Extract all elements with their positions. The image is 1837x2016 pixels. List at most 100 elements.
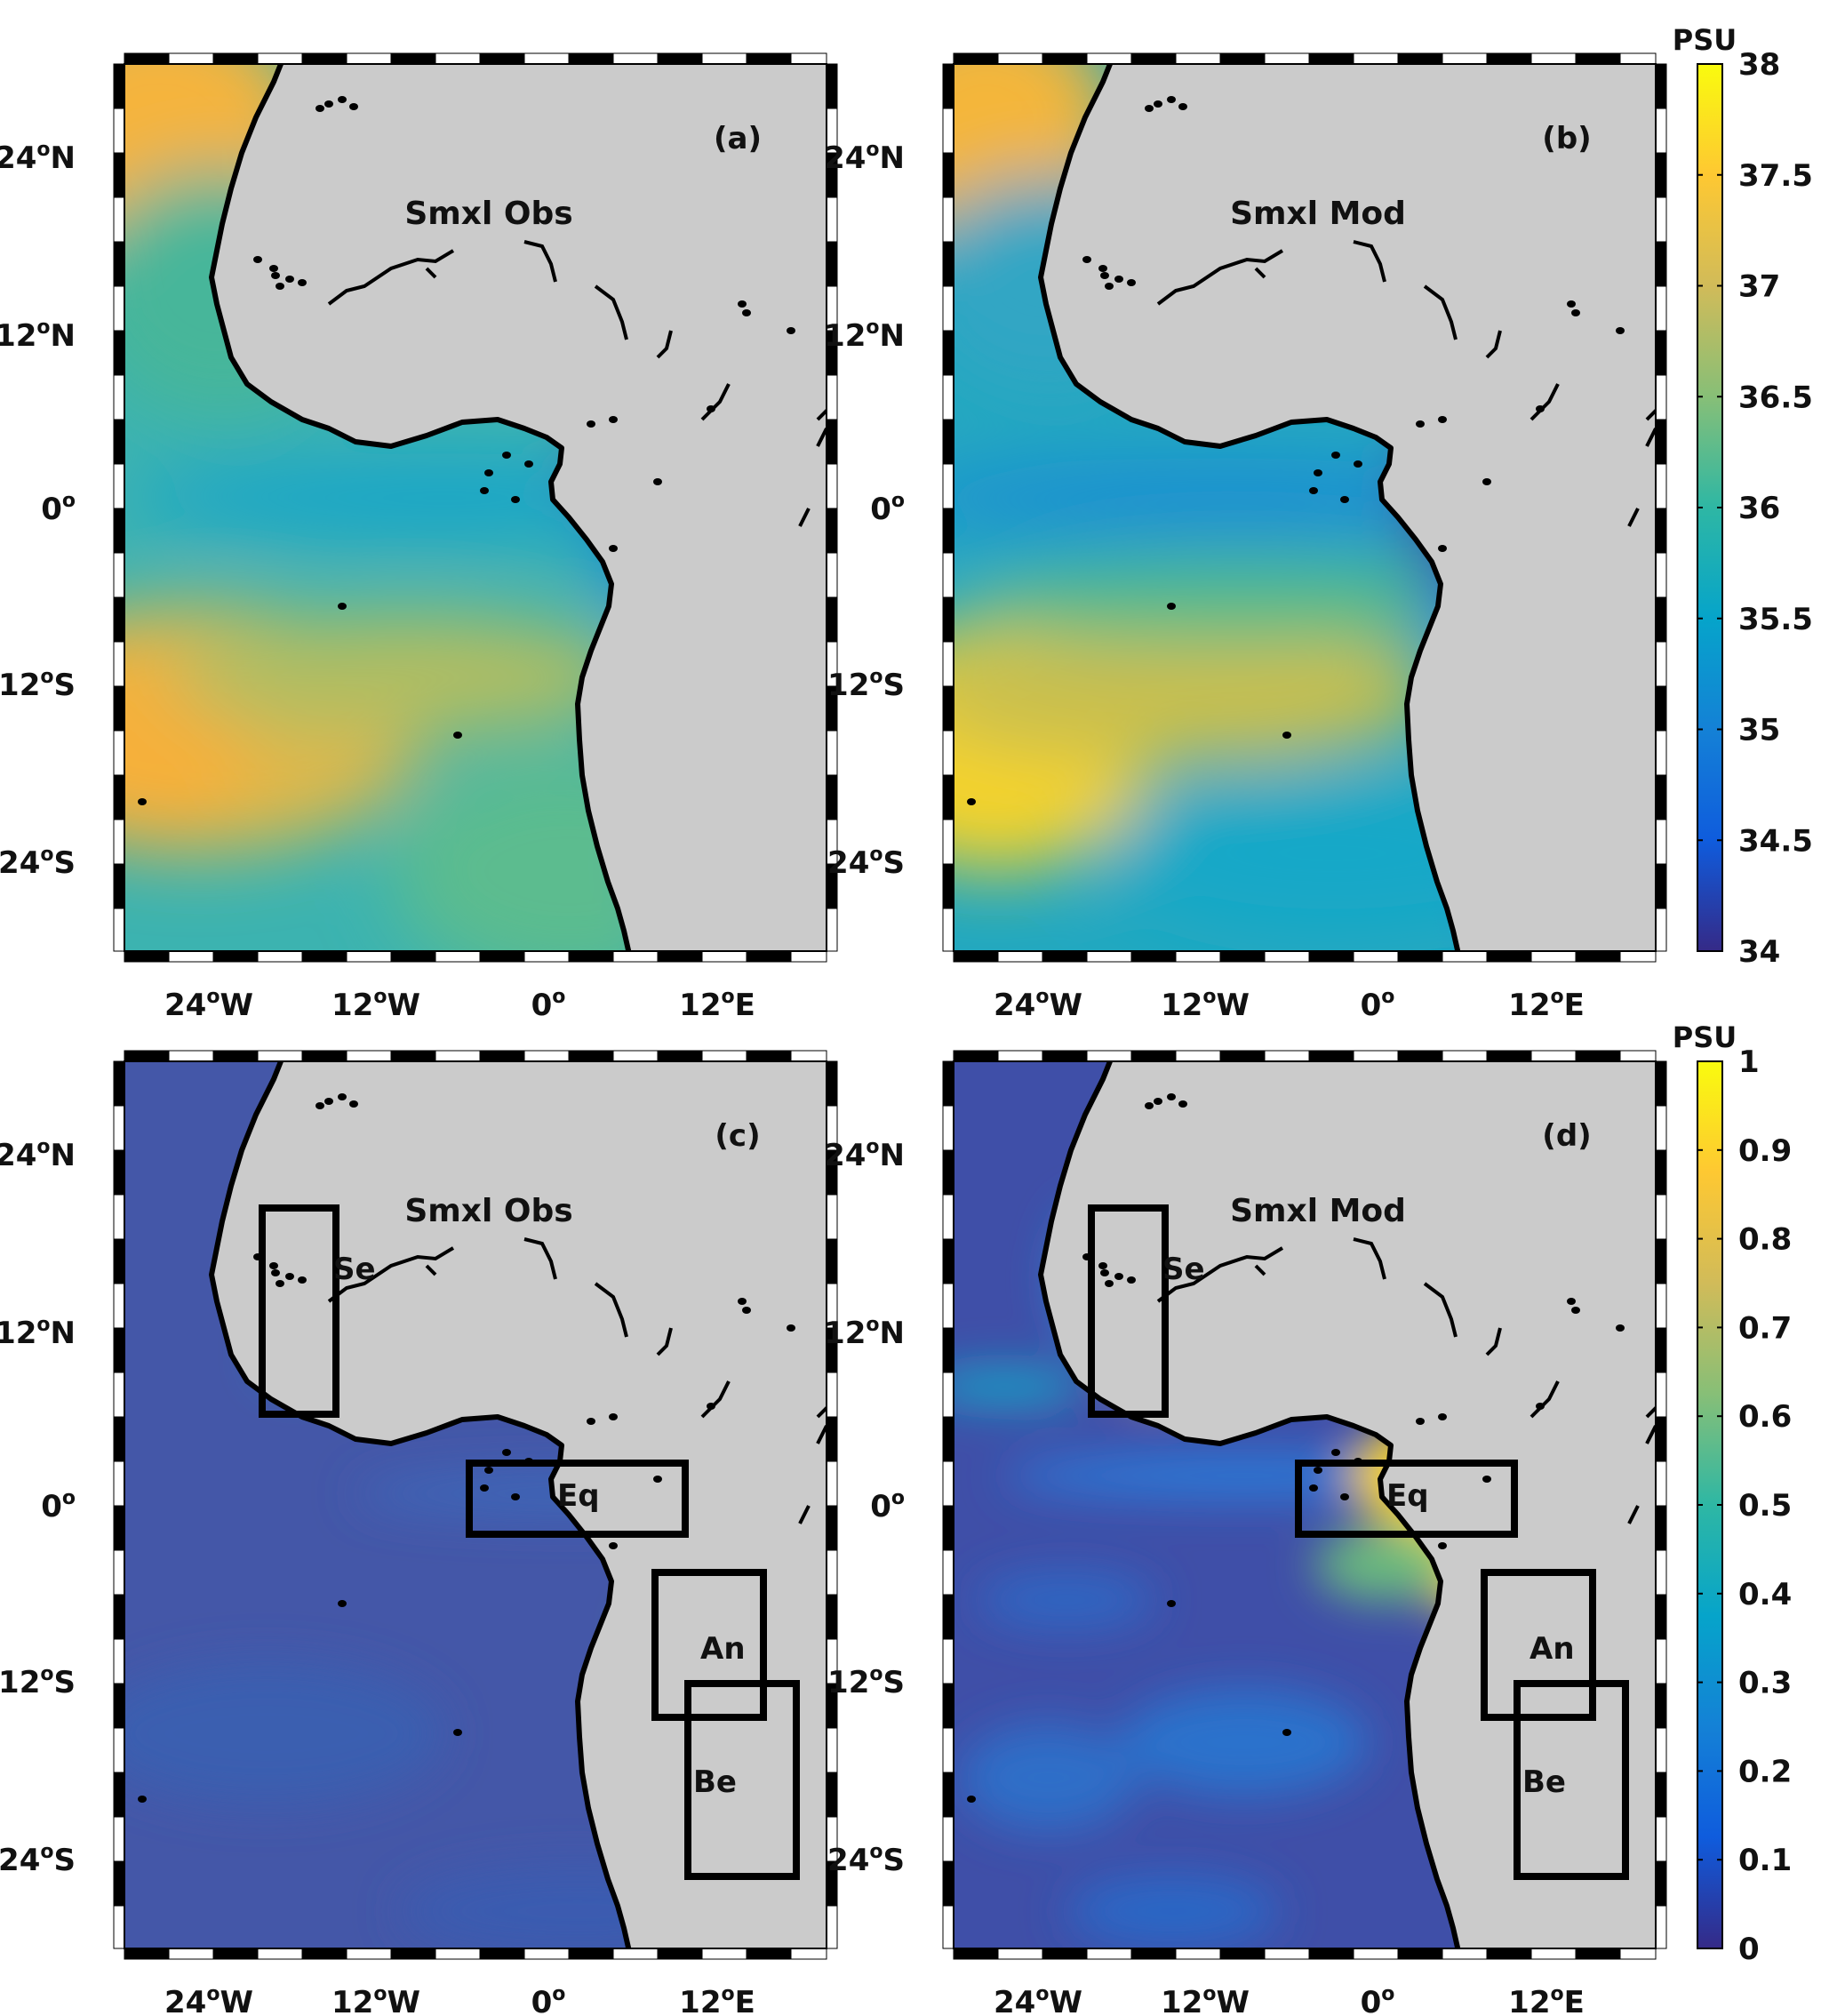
island-b-19 [1536,405,1545,412]
coastline-d [1038,1061,1461,1948]
river-d-3 [1423,1282,1458,1338]
island-b-5 [1100,272,1109,279]
river-b-4 [1485,330,1502,359]
region-label-an-d: An [1530,1631,1575,1667]
island-c-10 [738,1298,747,1305]
island-a-16 [480,487,489,494]
lat-label-b-1: 12oN [824,316,905,354]
island-a-21 [587,420,595,428]
lon-label-d-0: 24oW [994,1983,1082,2016]
island-c-1 [338,1093,347,1100]
island-c-15 [484,1467,493,1474]
lon-label-a-0: 24oW [164,986,253,1023]
island-a-18 [609,545,618,552]
river-c-5 [700,1380,731,1419]
island-a-4 [269,265,278,272]
island-c-11 [742,1307,751,1314]
island-d-0 [1154,1098,1162,1105]
lat-label-a-4: 24oS [0,844,76,881]
island-b-16 [1309,487,1318,494]
island-c-21 [587,1418,595,1425]
island-c-0 [324,1098,333,1105]
island-d-13 [1331,1449,1340,1456]
island-b-9 [1105,283,1114,290]
island-d-3 [1145,1102,1154,1109]
island-a-22 [653,478,662,485]
river-b-5 [1530,383,1560,421]
lon-label-d-3: 12oE [1508,1983,1585,2016]
island-d-9 [1105,1280,1114,1287]
panel-overlay-a: (a) Smxl Obs 24oN 12oN 0o 12oS 24oS 24oW 12oW 0o 1… [0,52,838,1023]
lon-label-c-2: 0o [531,1983,566,2016]
lat-label-c-1: 12oN [0,1314,76,1351]
lat-label-b-4: 24oS [827,844,905,881]
island-c-3 [315,1102,324,1109]
lon-label-c-0: 24oW [164,1983,253,2016]
map-frame-d [942,1050,1667,1960]
river-d-4 [1485,1327,1502,1356]
island-c-22 [653,1476,662,1483]
island-c-16 [480,1484,489,1492]
lon-label-b-2: 0o [1361,986,1395,1023]
lat-label-c-2: 0o [41,1487,76,1524]
panel-overlay-b: (b) Smxl Mod 24oN 12oN 0o 12oS 24oS 24oW 12oW 0o 1… [824,52,1667,1023]
island-d-20 [1438,1413,1447,1420]
island-c-18 [609,1542,618,1549]
island-b-24 [1282,732,1291,739]
island-a-5 [271,272,280,279]
region-box-eq-c [466,1460,689,1538]
panel-title-a: Smxl Obs [404,196,572,232]
river-b-3 [1423,284,1458,340]
region-box-eq-d [1295,1460,1518,1538]
colorbar-bottom-tick-3: 0.7 [1738,1310,1792,1346]
island-a-3 [315,105,324,112]
island-d-4 [1098,1262,1107,1269]
river-a-1 [425,267,437,279]
island-b-23 [1167,603,1176,610]
island-c-9 [276,1280,284,1287]
colorbar-bottom-tick-8: 0.2 [1738,1754,1792,1789]
lat-label-d-0: 24oN [824,1136,905,1173]
colorbar-bottom-tick-5: 0.5 [1738,1488,1792,1524]
river-c-1 [425,1264,437,1276]
island-b-8 [1082,256,1091,263]
river-b-8 [1627,508,1640,527]
colorbar-top-title: PSU [1673,23,1737,57]
coastline-b [1038,64,1461,951]
island-a-2 [349,103,358,110]
region-label-be-d: Be [1522,1764,1566,1800]
island-a-11 [742,309,751,316]
island-b-10 [1567,300,1576,308]
river-d-0 [1156,1246,1284,1303]
island-d-15 [1314,1467,1322,1474]
colorbar-top-tick-2: 37 [1738,269,1780,305]
colorbar-bottom-tick-2: 0.8 [1738,1222,1792,1258]
colorbar-bottom-tick-4: 0.6 [1738,1399,1792,1435]
river-d-1 [1254,1264,1266,1276]
island-d-17 [1340,1493,1349,1500]
island-a-7 [298,279,307,286]
river-a-7 [816,428,827,447]
island-b-11 [1571,309,1580,316]
island-d-22 [1482,1476,1491,1483]
lat-label-a-2: 0o [41,490,76,527]
island-a-10 [738,300,747,308]
island-d-19 [1536,1403,1545,1410]
map-frame-a [113,52,838,963]
river-a-0 [327,249,455,306]
colorbar-top-tick-5: 35.5 [1738,602,1813,637]
panel-overlay-c: (c) Smxl Obs Se Eq An Be 24oN 12oN 0o 12oS 24oS 24o… [0,1050,838,2016]
island-b-17 [1340,496,1349,503]
lat-label-c-4: 24oS [0,1841,76,1878]
coastline-c [209,1061,632,1948]
colorbar-bottom-tick-6: 0.4 [1738,1577,1792,1612]
island-a-0 [324,100,333,108]
island-a-15 [484,469,493,476]
colorbar-bottom-title: PSU [1673,1020,1737,1054]
river-a-5 [700,383,731,421]
colorbar-top-tick-7: 34.5 [1738,823,1813,859]
lat-label-a-3: 12oS [0,666,76,703]
island-c-2 [349,1100,358,1108]
